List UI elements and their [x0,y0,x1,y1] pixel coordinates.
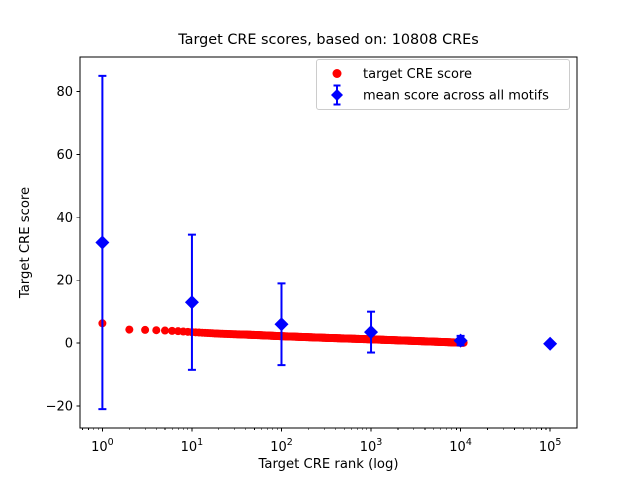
legend-diamond-icon [331,89,343,101]
y-tick-label: 0 [65,337,73,352]
axes-spines [79,56,578,429]
legend-label-mean-score: mean score across all motifs [363,89,549,104]
x-axis-label: Target CRE rank (log) [258,457,399,472]
mean-score-diamond [543,336,558,351]
mean-score-diamond [274,317,289,332]
target-cre-score-point [168,326,177,335]
y-tick-label: 20 [56,274,73,289]
legend-box [316,59,570,110]
target-cre-score-point [160,326,169,335]
mean-score-diamond [453,333,468,348]
target-cre-score-point [125,325,134,334]
y-tick-label: 40 [56,211,73,226]
y-tick-label: 60 [56,148,73,163]
y-axis-label: Target CRE score [18,187,33,299]
y-tick-label: 80 [56,85,73,100]
chart-title: Target CRE scores, based on: 10808 CREs [177,32,478,48]
mean-score-diamond [184,295,199,310]
mean-score-diamond [364,325,379,340]
mean-score-diamond [95,235,110,250]
target-cre-score-point [152,326,161,335]
target-cre-score-point [141,325,150,334]
legend-label-target-score: target CRE score [363,67,472,82]
legend-circle-icon [332,69,342,78]
y-tick-label: −20 [46,399,73,414]
